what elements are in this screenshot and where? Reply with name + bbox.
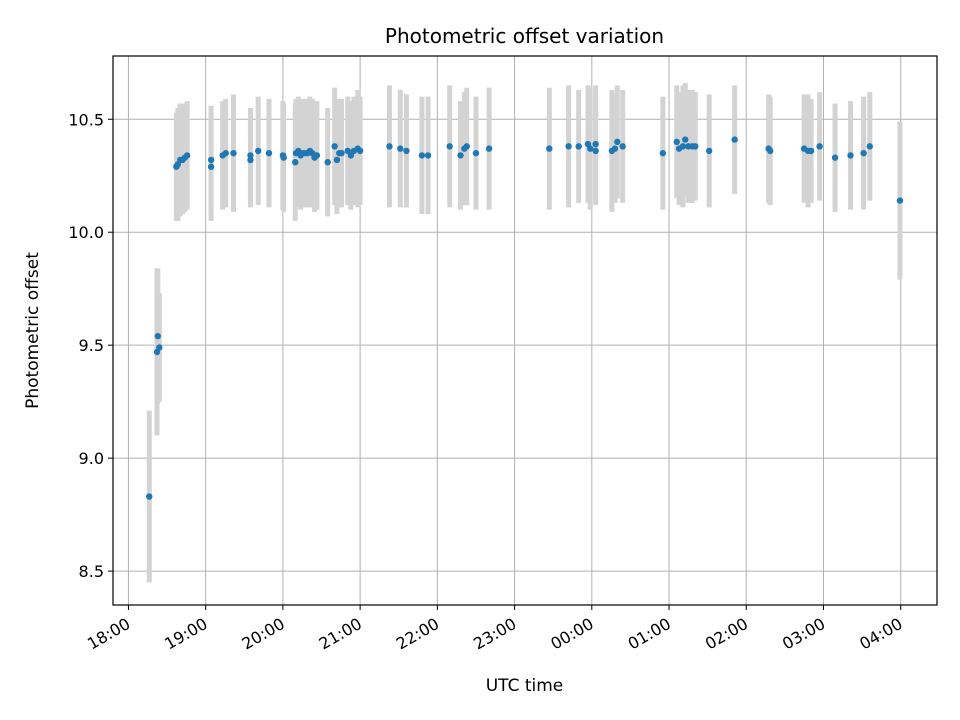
data-point [333, 156, 341, 164]
data-point [183, 152, 191, 159]
data-point [207, 163, 215, 170]
x-tick-label: 00:00 [547, 614, 596, 654]
data-point [866, 143, 874, 150]
x-tick-label: 02:00 [702, 614, 751, 654]
data-point [619, 143, 626, 150]
data-point [614, 138, 621, 146]
data-point [344, 147, 351, 155]
x-axis-title: UTC time [486, 676, 564, 696]
plot-frame [112, 55, 938, 606]
data-point [280, 154, 287, 161]
data-point [731, 136, 738, 143]
data-point [292, 158, 299, 166]
x-axis-ticks: 18:00 19:00 20:00 21:00 22:00 23:00 00:00 01:00… [84, 605, 906, 654]
data-point [575, 143, 582, 150]
data-point [457, 152, 464, 159]
data-point [347, 152, 355, 159]
data-point [154, 332, 161, 340]
data-point [403, 147, 410, 155]
data-point [207, 156, 215, 164]
data-point [230, 149, 237, 157]
y-tick-label: 10.0 [68, 223, 104, 242]
data-point [659, 149, 667, 157]
y-tick-label: 9.0 [79, 449, 104, 468]
data-point [446, 143, 453, 150]
x-tick-label: 19:00 [161, 614, 210, 654]
chart-title: Photometric offset variation [385, 24, 664, 48]
x-tick-label: 21:00 [316, 614, 365, 654]
x-tick-label: 20:00 [238, 614, 287, 654]
data-point [587, 145, 594, 152]
y-tick-label: 10.5 [68, 110, 104, 129]
data-point [324, 158, 331, 166]
data-point [472, 149, 480, 157]
data-point [807, 147, 815, 155]
data-point [424, 152, 432, 159]
data-point [565, 143, 572, 150]
data-point [766, 147, 774, 155]
data-point [705, 147, 713, 155]
x-tick-label: 01:00 [625, 614, 674, 654]
y-tick-label: 8.5 [79, 562, 104, 581]
data-point [673, 138, 680, 146]
data-point [418, 152, 426, 159]
x-tick-label: 23:00 [470, 614, 519, 654]
data-points [146, 136, 904, 500]
data-point [247, 152, 254, 159]
data-point [816, 143, 823, 150]
data-point [546, 145, 553, 152]
data-point [156, 344, 163, 351]
data-point [338, 149, 345, 157]
data-point [313, 152, 321, 159]
data-point [331, 143, 338, 150]
data-point [356, 147, 364, 155]
data-point [247, 156, 254, 164]
data-point [463, 143, 470, 150]
y-axis-ticks: 8.5 9.0 9.5 10.0 10.5 [68, 110, 113, 581]
data-point [611, 145, 619, 152]
data-point [860, 149, 867, 157]
data-point [265, 149, 273, 157]
x-tick-label: 03:00 [779, 614, 828, 654]
data-point [397, 145, 404, 152]
data-point [592, 140, 599, 148]
data-point [146, 493, 153, 500]
data-point [222, 149, 229, 157]
error-bars [146, 83, 903, 583]
data-point [592, 147, 599, 155]
y-tick-label: 9.5 [79, 336, 104, 355]
data-point [847, 152, 854, 159]
x-tick-label: 22:00 [393, 614, 442, 654]
x-tick-label: 04:00 [856, 614, 905, 654]
data-point [254, 147, 262, 155]
data-point [831, 154, 839, 161]
data-point [682, 136, 689, 143]
data-point [679, 143, 687, 150]
data-point [692, 143, 699, 150]
y-axis-title: Photometric offset [23, 252, 43, 409]
data-point [896, 197, 904, 204]
data-point [386, 143, 393, 150]
data-point [485, 145, 493, 152]
x-tick-label: 18:00 [84, 614, 133, 654]
